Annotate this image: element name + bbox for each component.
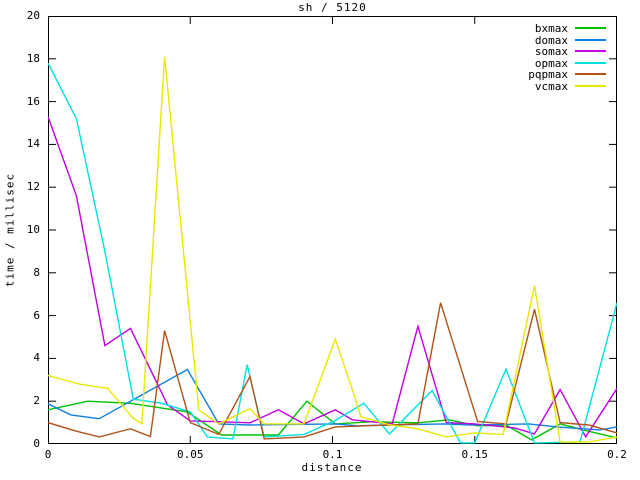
y-axis-tick-label: 6 xyxy=(33,308,40,322)
y-axis-tick-label: 16 xyxy=(26,94,40,108)
y-axis-tick-label: 20 xyxy=(26,9,40,22)
plot-border xyxy=(48,16,617,444)
legend-swatch-somax xyxy=(575,50,606,52)
y-axis-tick-label: 18 xyxy=(26,51,40,65)
legend-label-bxmax: bxmax xyxy=(534,22,568,35)
series-line-opmax xyxy=(48,62,617,444)
y-axis-tick-label: 8 xyxy=(33,265,40,279)
x-axis-tick-label: 0.15 xyxy=(461,448,489,461)
legend-label-vcmax: vcmax xyxy=(534,79,568,93)
plot-area xyxy=(48,16,617,444)
page-title: sh / 5120 xyxy=(298,1,367,14)
x-axis-tick-label: 0.05 xyxy=(177,448,204,461)
y-axis-tick-label: 10 xyxy=(26,223,40,236)
x-axis-tick-label: 0.2 xyxy=(607,448,627,461)
y-axis-tick-label: 2 xyxy=(33,394,40,408)
y-axis-tick-label: 14 xyxy=(26,137,40,151)
legend-label-domax: domax xyxy=(534,33,568,47)
legend-swatch-pqpmax xyxy=(575,73,606,75)
legend-swatch-domax xyxy=(575,38,606,41)
x-axis-tick-label: 0.1 xyxy=(322,448,343,461)
series-line-vcmax xyxy=(48,56,617,443)
series-line-pqpmax xyxy=(48,302,617,440)
legend-label-somax: somax xyxy=(534,45,568,58)
legend-swatch-vcmax xyxy=(575,84,606,87)
y-axis-tick-label: 12 xyxy=(26,180,40,194)
legend-label-pqpmax: pqpmax xyxy=(528,68,568,81)
series-line-somax xyxy=(48,116,617,439)
legend-swatch-opmax xyxy=(575,61,606,64)
legend-swatch-bxmax xyxy=(575,27,606,29)
legend-label-opmax: opmax xyxy=(534,56,568,70)
y-axis-tick-label: 0 xyxy=(33,437,40,450)
x-axis-tick-label: 0 xyxy=(44,448,52,461)
x-axis-label: distance xyxy=(301,461,363,474)
y-axis-tick-label: 4 xyxy=(33,351,40,365)
